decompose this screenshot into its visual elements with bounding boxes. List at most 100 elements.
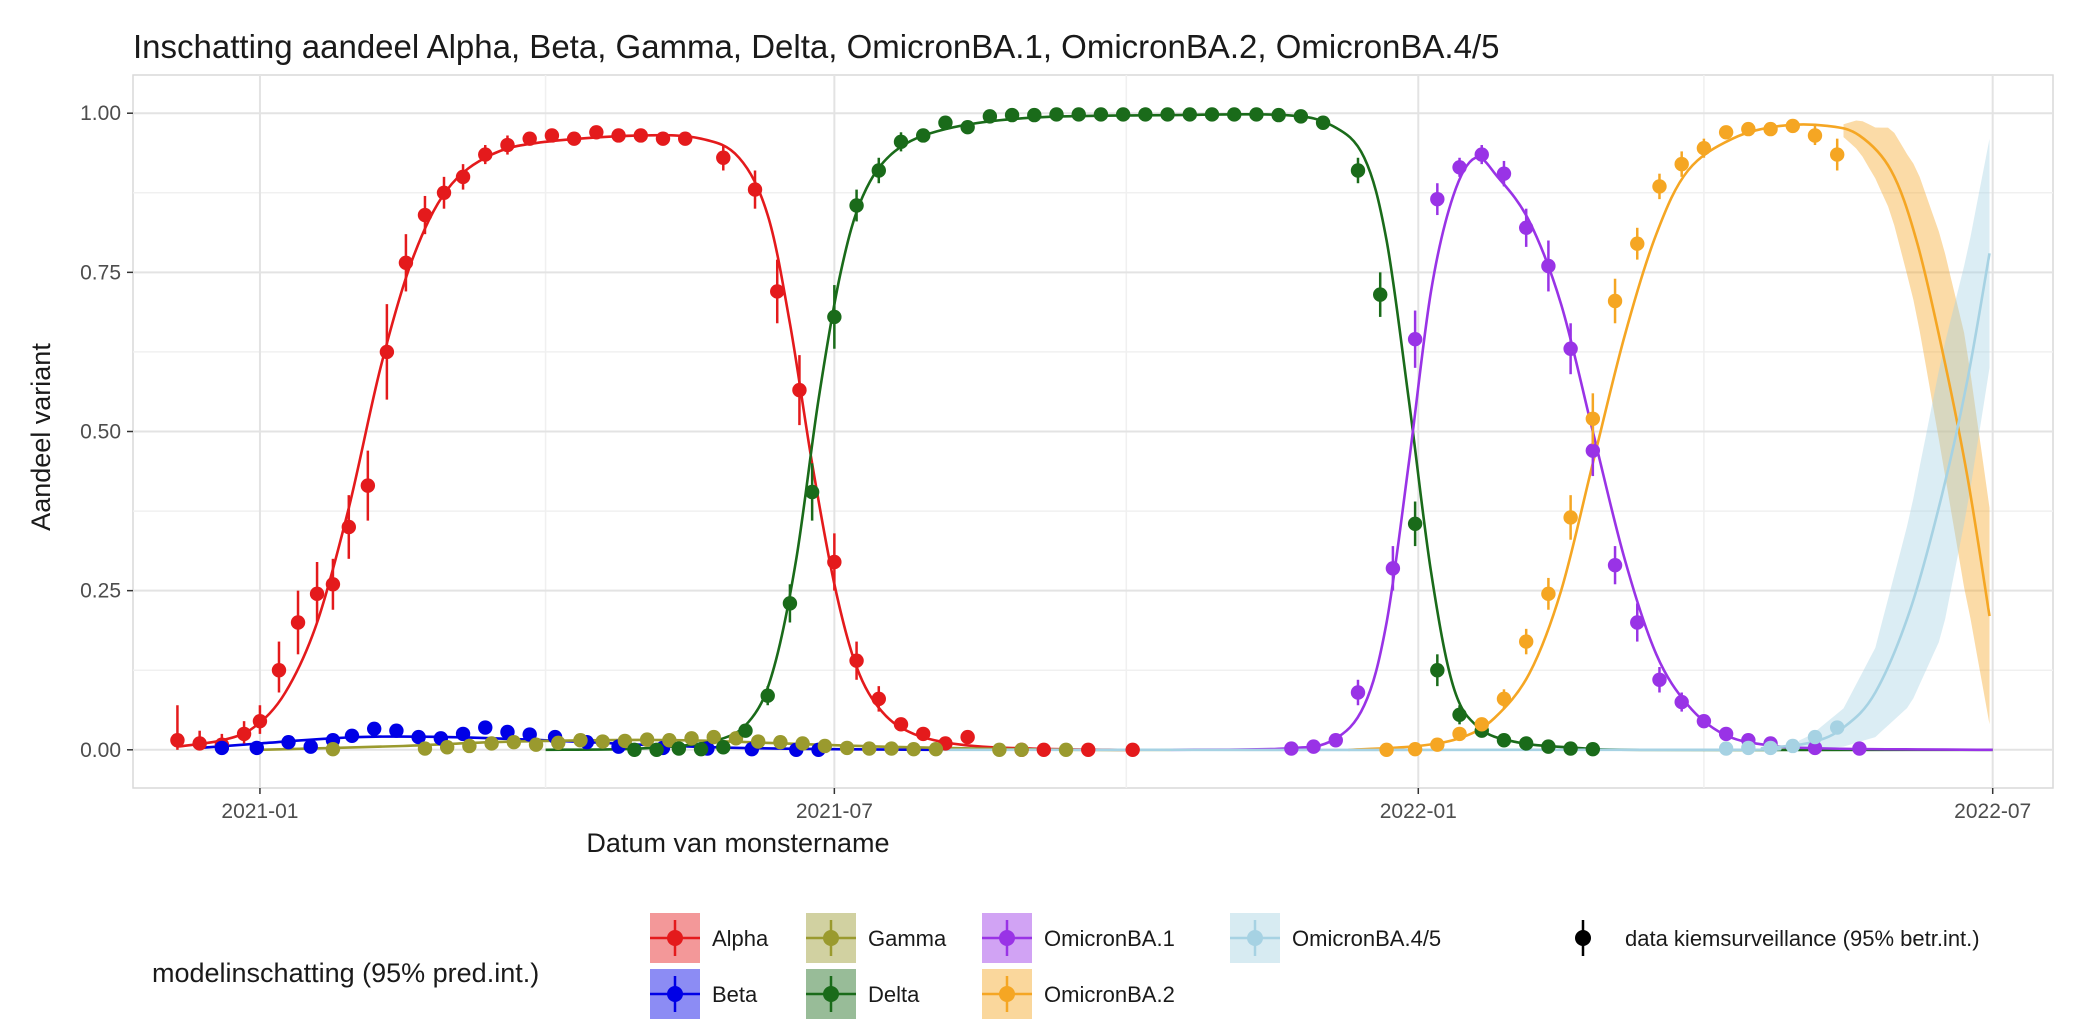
delta-data-point xyxy=(1093,107,1109,122)
delta-data-point xyxy=(671,741,687,756)
omicronba-1-data-point xyxy=(1718,726,1734,742)
omicronba-2-data-point xyxy=(1718,125,1734,140)
gamma-data-point xyxy=(884,741,899,756)
omicronba-1-data-point xyxy=(1385,561,1401,576)
delta-data-point xyxy=(849,198,864,213)
alpha-data-point xyxy=(236,726,252,742)
legend-key-point xyxy=(999,986,1015,1002)
gamma-data-point xyxy=(528,737,544,752)
alpha-data-point xyxy=(747,182,763,197)
omicronba-1-model-line xyxy=(1170,155,1993,752)
legend-item-gamma: Gamma xyxy=(806,913,947,963)
omicronba-2-data-point xyxy=(1607,293,1623,309)
delta-data-point xyxy=(716,740,731,755)
y-tick-label: 0.50 xyxy=(80,421,121,444)
alpha-data-point xyxy=(893,717,909,732)
delta-data-point xyxy=(1315,115,1331,130)
alpha-data-point xyxy=(827,554,842,570)
legend-label: OmicronBA.2 xyxy=(1044,982,1175,1007)
legend-label: Beta xyxy=(712,982,758,1007)
delta-data-point xyxy=(1541,739,1556,754)
omicronba-1-data-point xyxy=(1630,615,1645,630)
omicronba-4-5-prediction-band xyxy=(1799,138,1990,750)
delta-data-point xyxy=(1182,107,1197,122)
alpha-data-point xyxy=(417,207,433,223)
omicronba-1-data-point xyxy=(1585,443,1601,458)
omicronba-1-data-point xyxy=(1541,258,1556,274)
omicronba-1-data-point xyxy=(1852,741,1867,756)
legend-item-data: data kiemsurveillance (95% betr.int.) xyxy=(1575,920,1980,956)
delta-data-point xyxy=(1496,733,1512,748)
omicronba-1-data-point xyxy=(1430,191,1445,207)
beta-data-point xyxy=(214,740,230,756)
delta-data-point xyxy=(960,120,975,135)
alpha-data-point xyxy=(770,284,785,299)
alpha-data-point xyxy=(290,615,306,630)
alpha-data-point xyxy=(309,586,325,602)
omicronba-2-data-point xyxy=(1652,179,1667,194)
delta-data-point xyxy=(938,115,953,130)
gamma-data-point xyxy=(325,741,341,757)
gamma-data-point xyxy=(417,741,433,756)
gamma-data-point xyxy=(617,733,633,749)
omicronba-2-data-point xyxy=(1674,156,1689,172)
gamma-data-point xyxy=(1014,742,1029,758)
alpha-data-point xyxy=(566,131,582,146)
omicronba-4-5-data-point xyxy=(1741,740,1756,756)
legend-item-omicronba-2: OmicronBA.2 xyxy=(982,969,1175,1019)
gamma-data-point xyxy=(684,731,699,746)
beta-data-point xyxy=(389,723,404,738)
alpha-data-point xyxy=(170,733,185,748)
x-tick-label: 2022-07 xyxy=(1954,800,2031,823)
delta-data-point xyxy=(1071,107,1086,122)
alpha-data-point xyxy=(436,185,452,200)
alpha-data-point xyxy=(500,137,515,153)
legend-key-point xyxy=(999,930,1015,946)
delta-data-point xyxy=(1027,107,1042,123)
alpha-data-point xyxy=(252,713,268,729)
omicronba-1-data-point xyxy=(1407,331,1423,347)
omicronba-2-data-point xyxy=(1785,118,1800,134)
legend-label: OmicronBA.1 xyxy=(1044,926,1175,951)
gamma-data-point xyxy=(462,738,477,754)
omicronba-2-data-point xyxy=(1585,411,1601,426)
delta-data-point xyxy=(1293,109,1309,124)
legend-key-point xyxy=(1247,930,1263,946)
legend-item-beta: Beta xyxy=(650,969,758,1019)
gamma-data-point xyxy=(992,742,1007,758)
omicronba-1-data-point xyxy=(1284,741,1299,756)
omicronba-1-data-point xyxy=(1350,685,1366,700)
delta-data-point xyxy=(1227,107,1242,122)
beta-data-point xyxy=(344,728,360,743)
legend-key-point xyxy=(667,986,683,1002)
omicronba-2-data-point xyxy=(1829,147,1845,162)
delta-data-point xyxy=(1350,163,1366,178)
legend: modelinschatting (95% pred.int.) Alpha Be… xyxy=(152,913,1980,1019)
legend-label: OmicronBA.4/5 xyxy=(1292,926,1441,951)
omicronba-1-data-point xyxy=(1652,672,1667,687)
omicronba-2-data-point xyxy=(1807,128,1823,143)
x-tick-label: 2021-01 xyxy=(221,800,298,823)
gamma-data-point xyxy=(750,734,766,749)
legend-item-delta: Delta xyxy=(806,969,920,1019)
omicronba-1-data-point xyxy=(1328,733,1343,748)
y-tick-label: 1.00 xyxy=(80,102,121,125)
alpha-data-point xyxy=(655,131,671,146)
delta-data-point xyxy=(1004,107,1020,123)
alpha-data-point xyxy=(341,519,357,535)
omicronba-1-data-point xyxy=(1306,739,1321,754)
delta-data-point xyxy=(1115,107,1131,122)
x-axis-ticks: 2021-01 2021-07 2022-01 2022-07 xyxy=(221,788,2031,823)
gamma-data-point xyxy=(817,738,833,754)
legend-item-omicronba-1: OmicronBA.1 xyxy=(982,913,1175,963)
omicronba-2-data-point xyxy=(1541,586,1556,602)
omicronba-1-data-point xyxy=(1496,166,1512,181)
alpha-data-point xyxy=(478,147,493,162)
delta-data-point xyxy=(627,742,642,758)
gamma-data-point xyxy=(662,733,677,748)
legend-key-point xyxy=(823,986,839,1002)
legend-item-omicronba-4-5: OmicronBA.4/5 xyxy=(1230,913,1441,963)
alpha-data-point xyxy=(1125,742,1140,758)
alpha-data-point xyxy=(360,478,376,493)
omicronba-2-model-line xyxy=(1348,123,1991,752)
